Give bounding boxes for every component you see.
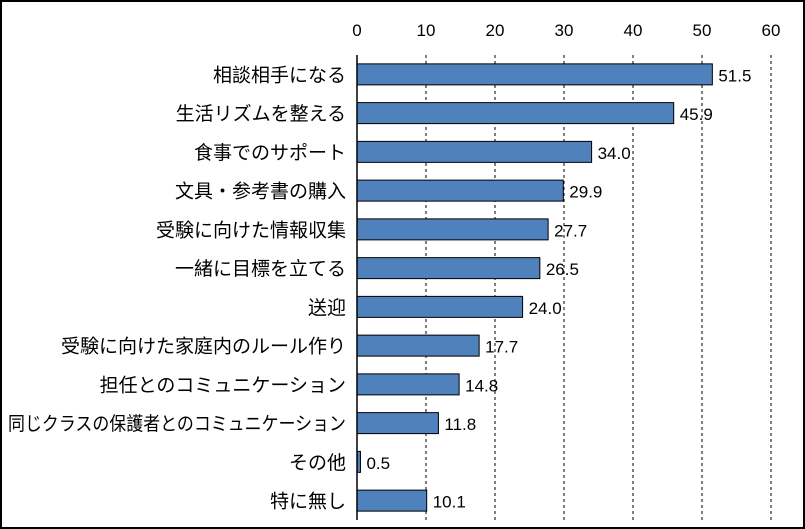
bar xyxy=(356,257,541,280)
value-label: 11.8 xyxy=(444,415,476,434)
category-label: 受験に向けた家庭内のルール作り xyxy=(61,336,346,358)
category-labels: 相談相手になる生活リズムを整える食事でのサポート文具・参考書の購入受験に向けた情… xyxy=(8,64,346,512)
bar xyxy=(356,63,713,86)
value-label: 17.7 xyxy=(485,338,518,357)
value-label: 10.1 xyxy=(433,493,466,512)
category-label: 食事でのサポート xyxy=(194,142,346,164)
category-label: 担任とのコミュニケーション xyxy=(100,374,346,396)
bars xyxy=(356,63,713,512)
x-tick-label: 10 xyxy=(417,21,436,40)
value-label: 51.5 xyxy=(718,66,751,85)
value-label: 14.8 xyxy=(465,376,498,395)
x-tick-label: 0 xyxy=(352,21,361,40)
bar xyxy=(356,295,524,318)
bar xyxy=(356,412,439,435)
value-labels: 51.5 45.9 34.0 29.9 27.7 26.5 24.0 17.7 14.8 11.8… xyxy=(366,66,751,511)
x-tick-label: 60 xyxy=(762,21,781,40)
value-label: 24.0 xyxy=(529,299,562,318)
x-tick-label: 30 xyxy=(555,21,574,40)
category-label: 生活リズムを整える xyxy=(176,103,346,125)
x-tick-label: 50 xyxy=(693,21,712,40)
value-label: 27.7 xyxy=(554,221,587,240)
category-label: 特に無し xyxy=(270,491,346,513)
value-label: 45.9 xyxy=(680,105,713,124)
bar xyxy=(356,102,675,125)
value-label: 0.5 xyxy=(366,454,390,473)
category-label: 同じクラスの保護者とのコミュニケーション xyxy=(8,413,346,435)
category-label: 相談相手になる xyxy=(213,64,346,86)
bar xyxy=(356,489,428,512)
category-label: その他 xyxy=(289,452,346,474)
x-tick-label: 40 xyxy=(624,21,643,40)
category-label: 文具・参考書の購入 xyxy=(175,181,346,203)
value-label: 34.0 xyxy=(598,144,631,163)
x-tick-label: 20 xyxy=(486,21,505,40)
bar xyxy=(356,218,549,241)
category-label: 送迎 xyxy=(308,297,346,319)
gridlines xyxy=(425,55,772,520)
category-label: 受験に向けた情報収集 xyxy=(156,219,346,241)
x-axis-ticks: 0 10 20 30 40 50 60 xyxy=(352,21,780,40)
bar xyxy=(356,373,460,396)
category-label: 一緒に目標を立てる xyxy=(175,258,346,280)
bar xyxy=(356,140,593,163)
value-label: 26.5 xyxy=(546,260,579,279)
bar xyxy=(356,334,480,357)
bar xyxy=(356,179,564,202)
value-label: 29.9 xyxy=(569,183,602,202)
